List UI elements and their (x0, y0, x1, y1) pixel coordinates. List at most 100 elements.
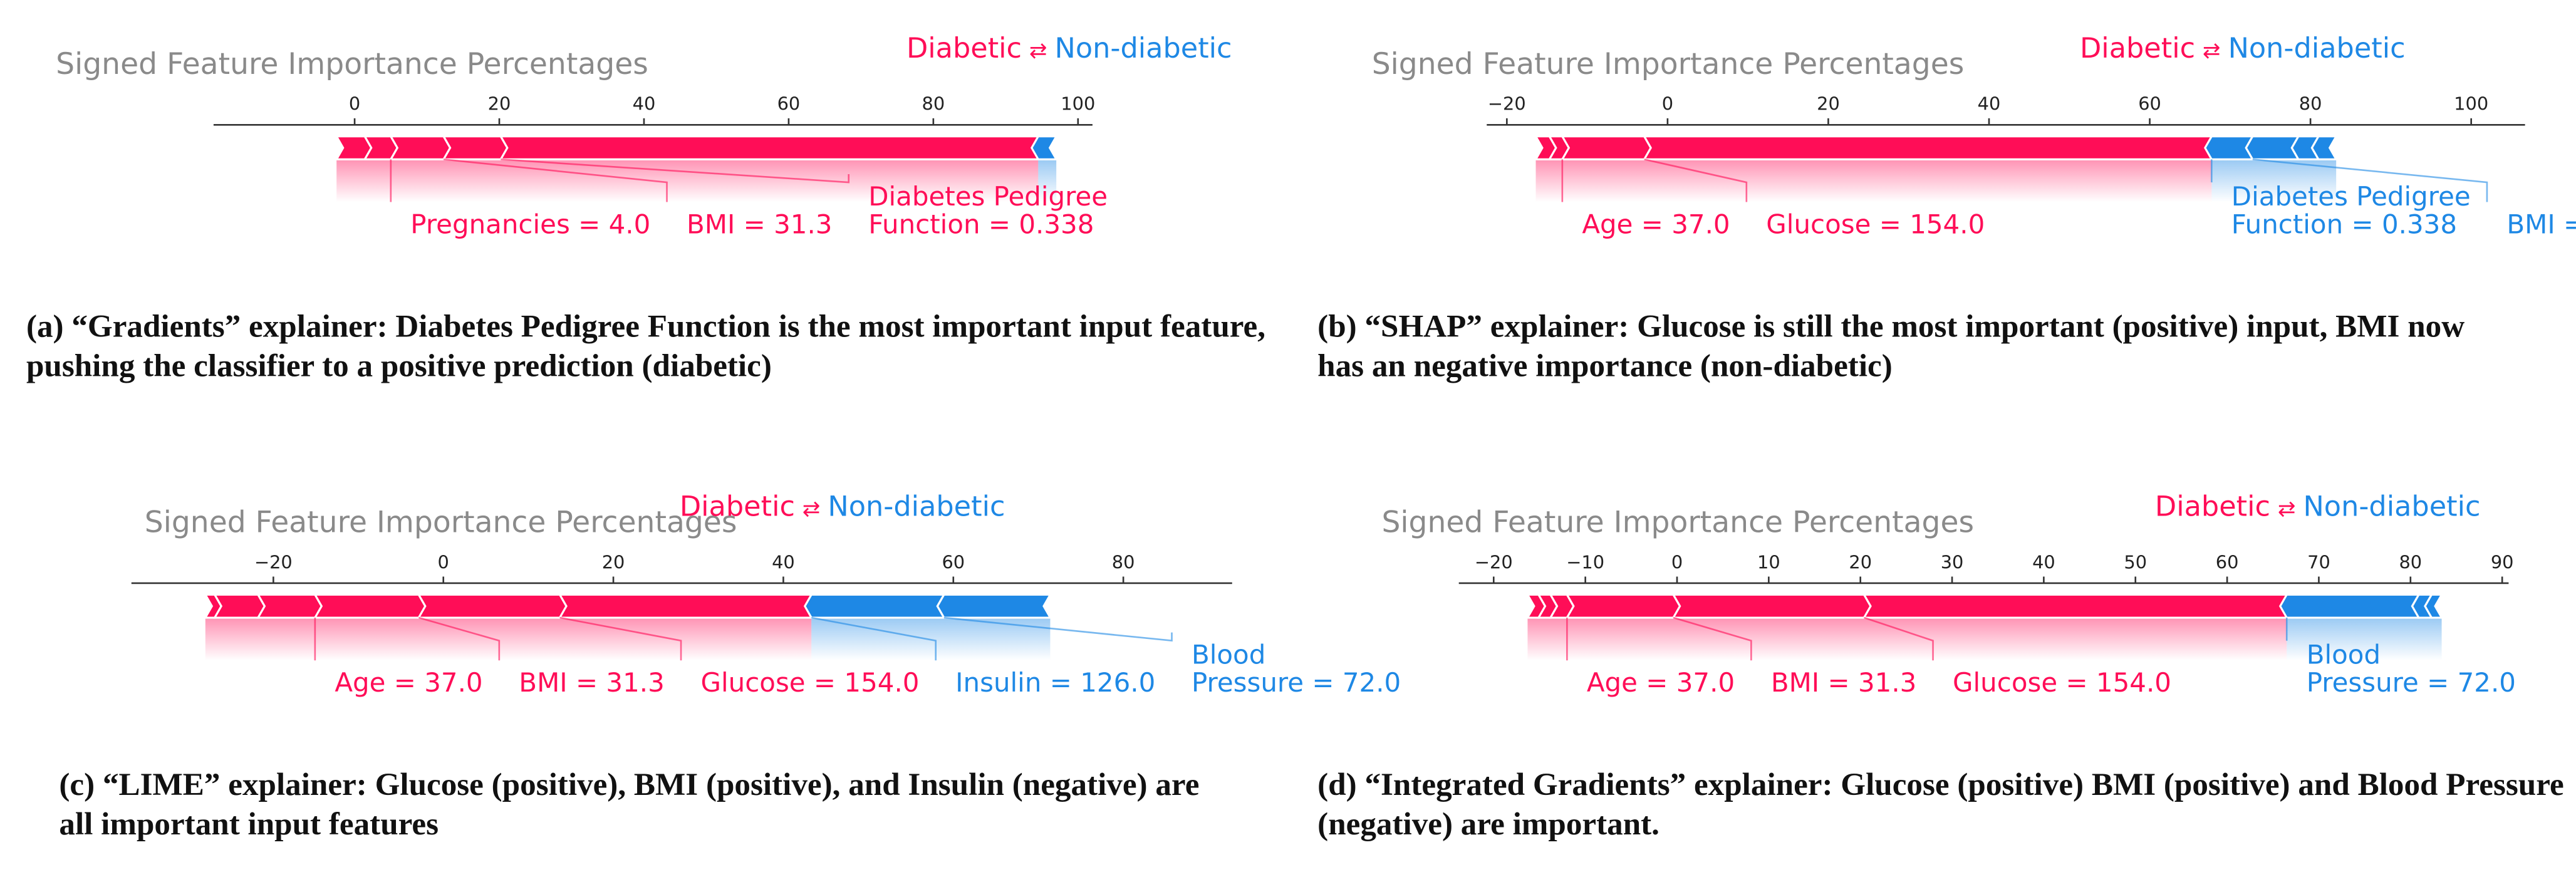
x-tick-label: 80 (2299, 93, 2322, 115)
legend-entry: Diabetic (680, 490, 795, 522)
x-tick-label: 60 (942, 551, 965, 573)
segment (442, 135, 509, 160)
feature-label: Insulin = 126.0 (955, 667, 1155, 698)
label-line: Pressure = 72.0 (1192, 667, 1401, 698)
x-tick-label: 20 (602, 551, 625, 573)
label-line: Glucose = 154.0 (1953, 667, 2171, 698)
legend-entry: Diabetic (2080, 32, 2195, 65)
label-line: Blood (2307, 639, 2381, 670)
x-tick-label: 50 (2124, 551, 2147, 573)
x-tick-label: 100 (1061, 93, 1095, 115)
chart-title: Signed Feature Importance Percentages (1381, 506, 1974, 540)
x-tick-label: 40 (633, 93, 656, 115)
legend-entry: Diabetic (2155, 490, 2270, 522)
feature-label: BMI = 31.3 (519, 667, 665, 698)
x-tick-label: 80 (2399, 551, 2422, 573)
bar-shade (1535, 159, 2212, 202)
feature-label: Age = 37.0 (1582, 209, 1730, 239)
label-connector (501, 158, 850, 184)
segment (1561, 135, 1652, 160)
bar-shade (1038, 159, 1057, 202)
x-tick-label: −20 (1475, 551, 1513, 573)
label-line: Diabetes Pedigree (868, 181, 1108, 212)
label-line: Age = 37.0 (1582, 209, 1730, 239)
legend-entry: Non-diabetic (2228, 32, 2406, 65)
caption: (c) “LIME” explainer: Glucose (positive)… (59, 769, 1200, 843)
feature-label: Blood Pressure = 72.0 (2307, 639, 2516, 698)
segment (2310, 135, 2338, 160)
label-line: Insulin = 126.0 (955, 667, 1155, 698)
label-line: Function = 0.338 (2231, 209, 2457, 239)
bar-shade (2287, 618, 2442, 661)
feature-label: BMI = 31.3 (687, 209, 833, 239)
x-tick-label: −20 (254, 551, 293, 573)
feature-label: Glucose = 154.0 (1766, 209, 1985, 239)
label-connector (943, 616, 1173, 642)
segment (417, 593, 568, 619)
feature-label: Glucose = 154.0 (701, 667, 920, 698)
feature-label: Diabetes Pedigree Function = 0.338 (2231, 181, 2471, 240)
segment (389, 135, 452, 160)
x-tick-label: 20 (488, 93, 511, 115)
segment (2245, 135, 2300, 160)
label-line: Glucose = 154.0 (1766, 209, 1985, 239)
segment (1030, 135, 1058, 160)
legend-entry: Diabetic (906, 32, 1022, 65)
label-line: Blood (1192, 639, 1265, 670)
x-tick-label: 60 (2216, 551, 2239, 573)
chart-title: Signed Feature Importance Percentages (56, 47, 648, 81)
x-tick-label: 100 (2454, 93, 2488, 115)
x-tick-label: 80 (1112, 551, 1135, 573)
label-connector (1673, 616, 1752, 661)
label-connector (443, 158, 668, 202)
feature-label: BMI = 31.3 (1771, 667, 1917, 698)
label-line: BMI = 31.3 (2506, 209, 2576, 239)
label-connector (559, 616, 682, 661)
feature-label: Blood Pressure = 72.0 (1192, 639, 1401, 698)
label-connector (1864, 616, 1934, 661)
label-connector (811, 616, 937, 661)
segment (1862, 593, 2295, 619)
x-tick-label: 70 (2307, 551, 2330, 573)
segment (936, 593, 1052, 619)
x-tick-label: 10 (1757, 551, 1780, 573)
label-line: BMI = 31.3 (687, 209, 833, 239)
x-tick-label: 90 (2491, 551, 2514, 573)
label-line: BMI = 31.3 (1771, 667, 1917, 698)
x-tick-label: −20 (1488, 93, 1526, 115)
legend-entry: Non-diabetic (828, 490, 1005, 522)
segment (2424, 593, 2444, 619)
segment (803, 593, 946, 619)
label-line: Age = 37.0 (335, 667, 482, 698)
segment (1642, 135, 2220, 160)
label-line: Glucose = 154.0 (701, 667, 920, 698)
label-line: Function = 0.338 (868, 209, 1094, 239)
caption: (a) “Gradients” explainer: Diabetes Pedi… (26, 310, 1266, 385)
x-tick-label: 40 (1978, 93, 2001, 115)
label-line: Diabetes Pedigree (2231, 181, 2471, 212)
x-tick-label: 0 (1671, 551, 1683, 573)
feature-label: BMI = 31.3 (2506, 209, 2576, 239)
x-tick-label: 40 (772, 551, 795, 573)
feature-label: Age = 37.0 (335, 667, 482, 698)
feature-label: Pregnancies = 4.0 (410, 209, 650, 239)
x-tick-label: 80 (922, 93, 945, 115)
label-line: BMI = 31.3 (519, 667, 665, 698)
label-line: Pressure = 72.0 (2307, 667, 2516, 698)
x-tick-label: 0 (438, 551, 449, 573)
segment (313, 593, 427, 619)
feature-label: Age = 37.0 (1587, 667, 1735, 698)
x-tick-label: 60 (777, 93, 801, 115)
segment (1565, 593, 1681, 619)
segment (1671, 593, 1872, 619)
segment (558, 593, 819, 619)
x-tick-label: 60 (2138, 93, 2161, 115)
x-tick-label: 0 (1662, 93, 1673, 115)
x-tick-label: 20 (1849, 551, 1872, 573)
bar-shade (205, 618, 812, 661)
chart-title: Signed Feature Importance Percentages (145, 506, 737, 540)
bar-shade (2211, 159, 2337, 202)
segment (499, 135, 1046, 160)
